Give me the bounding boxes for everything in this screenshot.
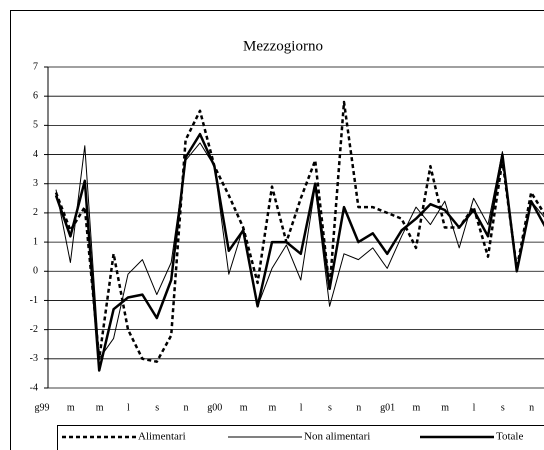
x-tick-label: s [501,402,505,413]
x-tick-label: n [356,402,361,413]
x-tick-label: l [473,402,476,413]
x-tick-label: n [529,402,534,413]
series-line [55,142,544,360]
legend-label: Non alimentari [304,431,370,443]
x-tick-label: m [240,402,248,413]
legend-label: Totale [496,431,523,443]
x-tick-label: g99 [35,402,50,413]
y-tick-label: 7 [33,61,38,72]
y-tick-label: 4 [33,149,38,160]
y-tick-label: -4 [30,382,38,393]
y-tick-label: -3 [30,353,38,364]
y-tick-label: -1 [30,295,38,306]
x-tick-label: s [155,402,159,413]
x-tick-label: m [67,402,75,413]
x-tick-label: m [269,402,277,413]
series-line [54,132,544,372]
x-tick-label: g01 [380,402,395,413]
chart-frame [10,10,544,450]
y-tick-label: 5 [33,120,38,131]
legend-label: Alimentari [138,431,186,443]
x-tick-label: l [300,402,303,413]
x-tick-label: m [441,402,449,413]
y-tick-label: 2 [33,207,38,218]
x-tick-label: m [96,402,104,413]
y-tick-label: 6 [33,90,38,101]
y-tick-label: -2 [30,324,38,335]
y-tick-label: 3 [33,178,38,189]
x-tick-label: l [127,402,130,413]
x-tick-label: n [184,402,189,413]
x-tick-label: g00 [207,402,222,413]
y-tick-label: 0 [33,266,38,277]
x-tick-label: m [413,402,421,413]
chart-title: Mezzogiorno [243,38,323,54]
x-tick-label: s [328,402,332,413]
y-tick-label: 1 [33,236,38,247]
